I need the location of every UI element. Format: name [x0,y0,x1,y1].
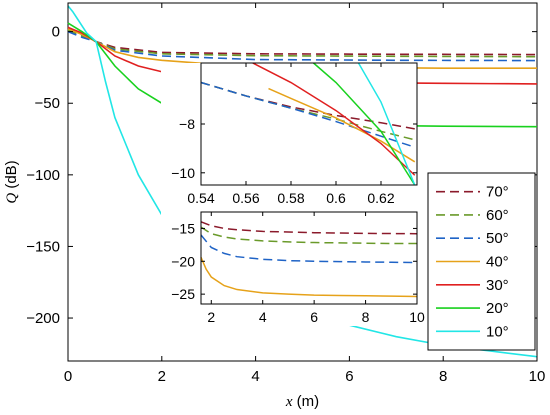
main-y-tick-label: −150 [26,238,60,255]
main-y-tick-label: −100 [26,167,60,184]
inset-lower-series-line-70deg [200,221,418,235]
main-x-tick-label: 10 [529,368,546,385]
legend-item-10deg: 10° [436,323,509,340]
main-y-tick-label: −200 [26,310,60,327]
main-axes-frame [67,2,538,362]
inset-lower-background [161,212,417,326]
inset-lower-y-tick-label: −20 [171,253,195,269]
inset-upper-y-tick-label: −10 [171,165,195,181]
inset-upper-series-line-70deg [200,81,415,130]
inset-lower-plot: 2 4 6 8 10 −15 −20 −25 [161,211,425,326]
x-axis-variable: x [285,394,293,410]
legend-item-40deg: 40° [436,254,509,271]
main-x-tick-label: 8 [439,368,447,385]
y-axis-variable: Q [4,193,20,204]
main-x-tick-label: 4 [251,368,259,385]
main-series-line-40deg [67,28,537,69]
main-y-tick-label: 0 [52,24,60,41]
inset-lower-frame [200,211,418,305]
inset-lower-ticks-group: 2 4 6 8 10 −15 −20 −25 [171,212,425,325]
main-y-tick-label: −50 [35,95,60,112]
inset-upper-plot: 0.54 0.56 0.58 0.6 0.62 −8 −10 [161,62,418,209]
inset-upper-series-line-50deg [200,81,415,148]
legend-label: 70° [486,184,509,201]
inset-lower-x-tick-label: 2 [207,309,215,325]
inset-upper-x-tick-label: 0.54 [187,190,214,206]
legend-label: 40° [486,254,509,271]
inset-upper-series-group [200,62,416,186]
legend-label: 10° [486,323,509,340]
inset-lower-x-tick-label: 4 [259,309,267,325]
inset-lower-series-line-40deg [200,257,418,298]
inset-upper-y-tick-label: −8 [179,116,195,132]
inset-lower-y-tick-label: −15 [171,220,195,236]
main-series-line-50deg [67,30,538,62]
inset-upper-series-line-60deg [200,81,415,141]
legend-item-20deg: 20° [436,300,509,317]
inset-lower-x-tick-label: 6 [310,309,318,325]
legend-label: 50° [486,230,509,247]
main-x-tick-label: 0 [64,368,72,385]
legend-label: 30° [486,277,509,294]
inset-lower-y-tick-label: −25 [171,286,195,302]
legend-item-70deg: 70° [436,184,509,201]
y-axis-unit: (dB) [3,160,20,193]
inset-upper-series-line-10deg [357,62,416,186]
main-x-tick-label: 6 [345,368,353,385]
legend-item-30deg: 30° [436,277,509,294]
legend-item-50deg: 50° [436,230,509,247]
inset-upper-x-tick-label: 0.62 [367,190,394,206]
inset-lower-x-tick-label: 8 [362,309,370,325]
x-axis-unit: (m) [293,393,320,410]
legend-item-60deg: 60° [436,207,509,224]
inset-lower-series-line-60deg [200,226,417,245]
inset-upper-x-tick-label: 0.6 [326,190,346,206]
inset-upper-ticks-group: 0.54 0.56 0.58 0.6 0.62 −8 −10 [171,63,417,206]
x-axis-label: x (m) [285,393,319,410]
y-axis-label: Q (dB) [3,160,20,203]
legend-items: 70° 60° 50° 40° 30° 20° 10° [436,184,509,340]
main-ticks-group: 0 2 4 6 8 10 0 −50 −100 −150 −200 [26,3,545,385]
inset-upper-x-tick-label: 0.56 [232,190,259,206]
inset-upper-x-tick-label: 0.58 [277,190,304,206]
inset-lower-series-group [200,221,418,298]
inset-upper-series-line-30deg [252,62,416,176]
legend-label: 20° [486,300,509,317]
legend: 70° 60° 50° 40° 30° 20° 10° [427,172,536,351]
inset-lower-x-tick-label: 10 [409,309,425,325]
main-series-line-10deg [67,5,538,358]
inset-upper-series-line-20deg [313,62,416,186]
main-x-tick-label: 2 [158,368,166,385]
main-series-line-60deg [67,29,538,58]
legend-label: 60° [486,207,509,224]
